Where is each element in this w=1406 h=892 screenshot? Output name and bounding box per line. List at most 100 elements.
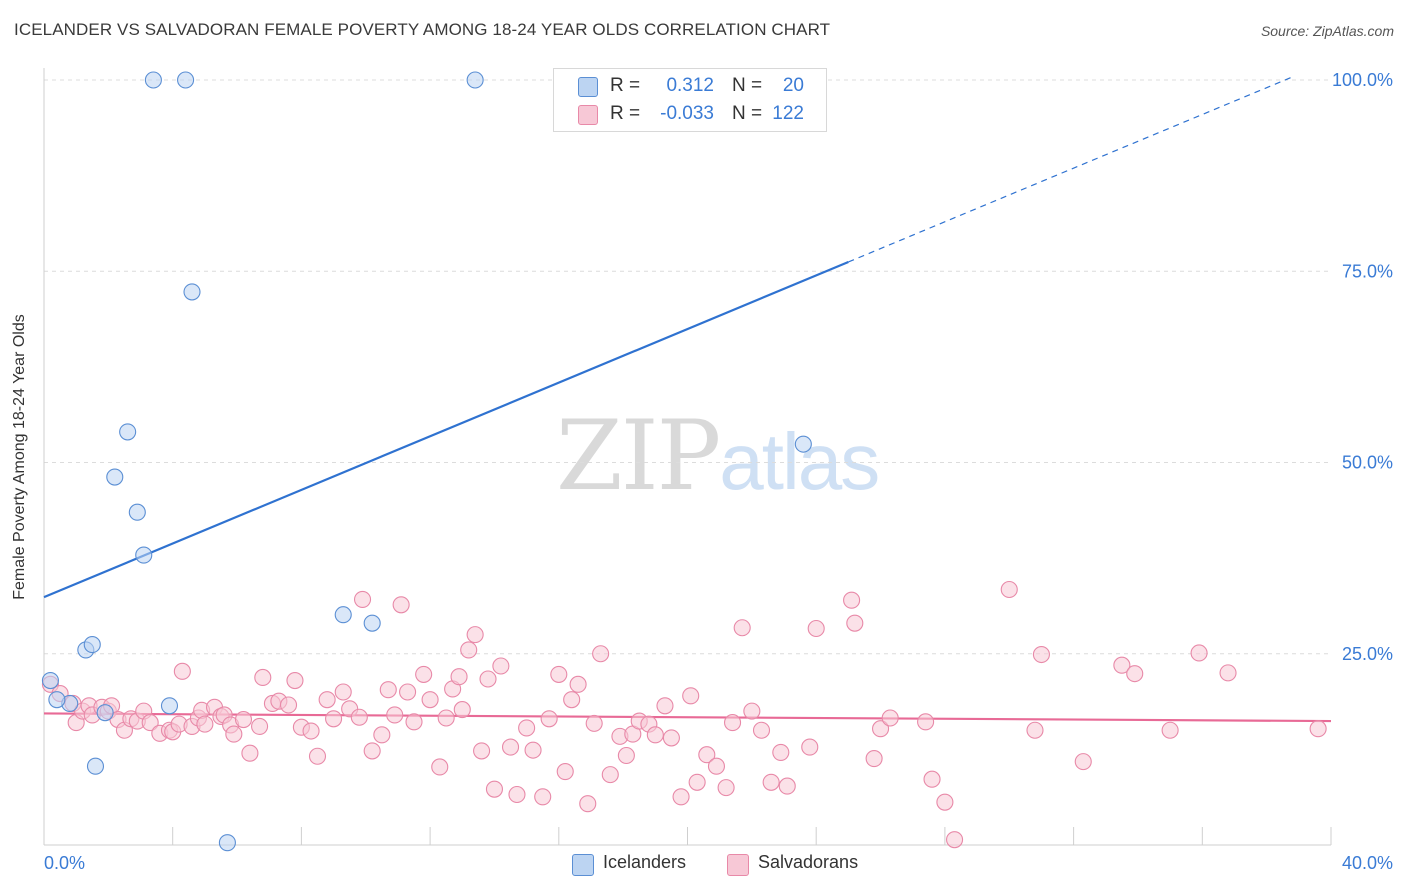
icelanders-point — [794, 435, 812, 453]
salvadorans-point — [421, 691, 439, 709]
icelanders-point — [160, 697, 179, 715]
salvadorans-point — [254, 668, 272, 687]
salvadorans-point — [437, 709, 455, 727]
salvadorans-point — [318, 691, 336, 709]
salvadorans-point — [881, 709, 899, 727]
n-value: 20 — [782, 75, 804, 96]
watermark-atlas: atlas — [719, 417, 880, 506]
icelanders-point — [96, 704, 114, 722]
salvadorans-point — [353, 590, 372, 608]
salvadorans-point — [723, 714, 742, 732]
icelanders-point — [106, 468, 124, 486]
icelanders-point — [135, 546, 153, 564]
salvadorans-point — [1026, 721, 1044, 739]
tick-label-layer: 25.0% 50.0% 75.0% 100.0% 0.0% 40.0% — [44, 70, 1393, 873]
salvadorans-point — [717, 779, 735, 797]
icelanders-point — [177, 71, 195, 89]
salvadorans-point — [334, 683, 352, 701]
salvadorans-point — [585, 714, 603, 732]
salvadorans-point — [1219, 664, 1237, 682]
salvadorans-point — [173, 662, 191, 680]
salvadorans-point — [1190, 644, 1208, 662]
icelanders-trend-solid — [43, 260, 849, 599]
series-legend: Icelanders Salvadorans — [0, 852, 1406, 878]
salvadorans-point — [1113, 656, 1131, 674]
salvadorans-point — [762, 773, 780, 791]
salvadorans-point — [1161, 721, 1179, 739]
salvadorans-point — [540, 710, 558, 728]
salvadorans-point — [450, 668, 468, 686]
salvadorans-point — [479, 670, 497, 688]
salvadorans-point — [534, 788, 552, 806]
salvadorans-point — [923, 770, 941, 788]
salvadorans-point — [386, 706, 404, 724]
salvadorans-point — [141, 714, 159, 732]
salvadorans-point — [707, 757, 726, 775]
salvadorans-point — [492, 657, 510, 675]
salvadorans-point — [286, 671, 304, 690]
salvadorans-legend-label: Salvadorans — [758, 852, 859, 872]
salvadorans-point — [563, 691, 581, 709]
salvadorans-point — [524, 741, 542, 759]
y-tick-label: 75.0% — [1342, 261, 1393, 281]
salvadorans-point — [569, 675, 587, 693]
salvadorans-point — [473, 742, 491, 760]
salvadorans-point — [946, 831, 964, 849]
salvadorans-point — [733, 619, 751, 637]
stats-legend: R = 0.312 N = 20 R = -0.033 N = 122 — [553, 68, 827, 132]
icelanders-point — [86, 757, 105, 775]
icelanders-point — [144, 71, 162, 89]
salvadorans-point — [460, 641, 478, 659]
icelanders-point — [218, 834, 236, 852]
x-tick-label: 40.0% — [1342, 853, 1393, 873]
salvadorans-point — [936, 793, 954, 811]
salvadorans-point — [646, 726, 664, 744]
salvadorans-point — [752, 721, 771, 739]
icelanders-legend-swatch — [572, 854, 594, 876]
icelanders-point — [41, 671, 59, 690]
salvadorans-point — [617, 746, 635, 765]
salvadorans-point — [241, 744, 259, 762]
y-axis-label: Female Poverty Among 18-24 Year Olds — [11, 314, 28, 600]
salvadorans-point — [592, 645, 610, 663]
salvadorans-point — [363, 742, 381, 760]
salvadorans-point — [1126, 665, 1144, 683]
icelanders-point — [128, 503, 146, 521]
salvadorans-point — [917, 713, 935, 731]
salvadorans-point — [196, 715, 214, 733]
stats-row-icelanders: R = 0.312 N = 20 — [554, 73, 826, 99]
salvadorans-point — [508, 785, 526, 804]
grid-layer — [44, 79, 1331, 655]
y-tick-label: 50.0% — [1342, 453, 1393, 473]
n-value: 122 — [772, 103, 804, 124]
salvadorans-legend-swatch — [727, 854, 749, 876]
salvadorans-trend-solid — [43, 712, 1332, 723]
n-label: N = — [732, 75, 763, 96]
salvadorans-point — [656, 697, 674, 715]
axis-layer — [43, 68, 1332, 846]
salvadorans-point — [550, 665, 568, 683]
salvadorans-point — [801, 738, 819, 756]
icelanders-point — [119, 423, 137, 441]
salvadorans-point — [373, 726, 391, 744]
salvadorans-point — [392, 596, 410, 614]
salvadorans-point — [431, 758, 449, 776]
salvadorans-point — [279, 696, 298, 714]
salvadorans-point — [234, 710, 253, 729]
salvadorans-point — [601, 766, 619, 784]
salvadorans-point — [698, 746, 716, 764]
watermark: ZIPatlas — [556, 400, 880, 512]
salvadorans-point — [485, 780, 504, 798]
salvadorans-point — [688, 773, 706, 791]
salvadorans-point — [1309, 720, 1327, 738]
salvadorans-point — [1032, 645, 1050, 664]
salvadorans-point — [251, 717, 269, 735]
salvadorans-point — [772, 743, 790, 761]
salvadorans-point — [325, 710, 343, 728]
icelanders-point — [83, 636, 101, 654]
salvadorans-point — [308, 747, 327, 765]
salvadorans-point — [379, 681, 397, 699]
watermark-zip: ZIP — [556, 400, 721, 512]
icelanders-point — [363, 614, 381, 632]
salvadorans-point — [672, 788, 690, 806]
